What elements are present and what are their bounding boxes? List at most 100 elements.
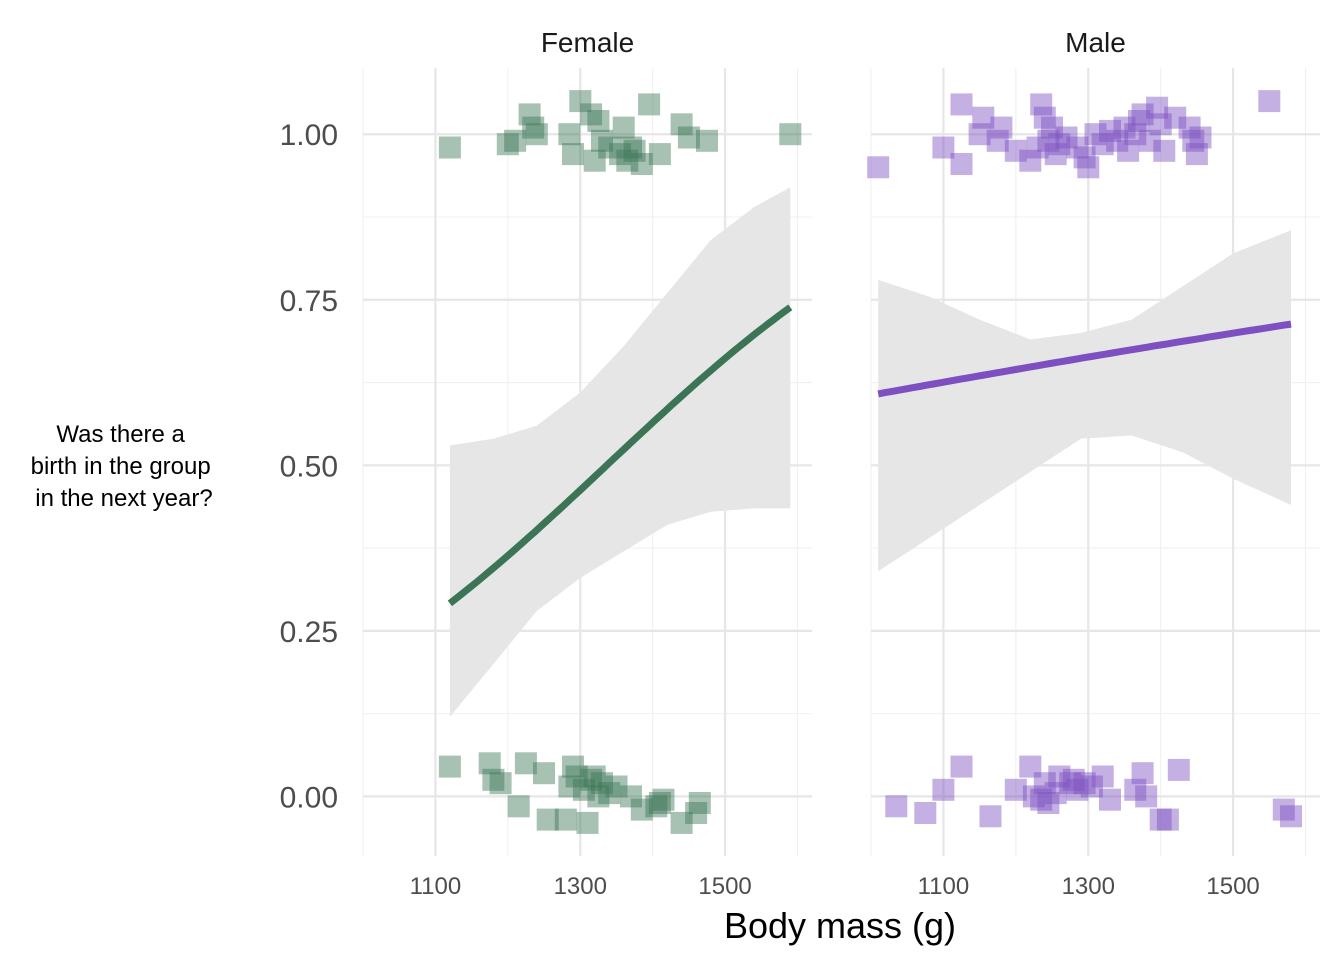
data-point	[670, 113, 693, 136]
data-point	[1066, 778, 1089, 801]
y-tick-label: 1.00	[280, 119, 338, 152]
data-point	[438, 755, 461, 778]
y-axis-label-line: birth in the group	[31, 453, 211, 480]
data-point	[1149, 808, 1172, 831]
data-point	[562, 755, 584, 778]
data-point	[496, 133, 519, 156]
data-point	[612, 116, 635, 139]
data-point	[1033, 106, 1056, 129]
data-point	[1004, 139, 1027, 162]
data-point	[533, 762, 555, 785]
x-tick-label: 1300	[1062, 873, 1115, 900]
data-point	[1272, 798, 1295, 821]
data-point	[1138, 129, 1161, 152]
data-point	[979, 805, 1002, 828]
facet-strip-label: Male	[1065, 27, 1126, 58]
data-point	[1189, 126, 1212, 149]
data-point	[525, 123, 548, 146]
data-point	[688, 792, 711, 814]
data-point	[638, 93, 661, 116]
data-point	[950, 93, 973, 116]
data-point	[1030, 788, 1053, 811]
data-point	[1066, 136, 1089, 159]
data-point	[605, 775, 628, 798]
data-point	[591, 772, 613, 795]
data-point	[587, 785, 610, 808]
data-point	[1041, 116, 1063, 139]
x-axis-label: Body mass (g)	[724, 905, 956, 946]
data-point	[1048, 765, 1071, 788]
data-point	[1106, 129, 1129, 152]
data-point	[1073, 772, 1096, 795]
fit-line-layer	[447, 304, 1292, 607]
data-point	[583, 765, 606, 788]
data-point	[1019, 149, 1042, 172]
data-point	[1059, 772, 1082, 795]
data-point	[1077, 156, 1100, 179]
data-point	[1178, 116, 1201, 139]
data-point	[1026, 136, 1049, 159]
data-point	[591, 129, 613, 152]
data-point	[1113, 116, 1136, 139]
data-point	[1131, 103, 1154, 126]
data-point	[1149, 113, 1172, 136]
data-point	[1022, 785, 1045, 808]
data-point	[620, 136, 642, 159]
x-tick-label: 1100	[410, 873, 462, 900]
data-point	[932, 778, 955, 801]
confidence-band-layer	[449, 187, 1291, 717]
data-point	[1153, 139, 1176, 162]
data-point	[580, 768, 603, 791]
data-point	[558, 123, 581, 146]
data-point	[685, 802, 708, 824]
data-point	[580, 103, 603, 126]
data-point	[630, 798, 653, 821]
y-tick-label: 0.75	[280, 285, 338, 318]
data-point	[1099, 119, 1121, 142]
data-point	[616, 149, 639, 172]
data-point	[1167, 758, 1190, 781]
data-point	[569, 90, 592, 113]
data-point	[583, 149, 606, 172]
data-point	[1048, 133, 1071, 156]
data-point	[1073, 146, 1096, 169]
x-tick-label: 1100	[918, 873, 970, 900]
data-point	[572, 778, 595, 801]
data-point	[1280, 805, 1302, 828]
data-point	[1135, 785, 1158, 808]
x-tick-label: 1500	[698, 873, 751, 900]
data-point	[536, 808, 559, 831]
data-point	[478, 752, 501, 775]
data-point	[630, 153, 653, 175]
points-layer	[438, 90, 1302, 834]
data-point	[1131, 762, 1154, 785]
data-point	[1156, 808, 1179, 831]
y-axis-label-line: Was there a	[56, 421, 185, 448]
y-tick-label: 0.00	[280, 781, 338, 814]
data-point	[1033, 772, 1056, 795]
data-point	[562, 143, 584, 166]
data-point	[677, 126, 700, 149]
data-point	[1164, 106, 1187, 129]
data-point	[504, 129, 527, 152]
data-point	[565, 765, 588, 788]
data-point	[514, 752, 537, 775]
data-point	[1146, 96, 1169, 119]
data-point	[558, 775, 581, 798]
data-point	[489, 772, 512, 795]
data-point	[1080, 775, 1103, 798]
data-point	[968, 123, 991, 146]
data-point	[1044, 143, 1067, 166]
data-point	[620, 785, 642, 808]
data-point	[1062, 768, 1085, 791]
data-point	[1099, 788, 1121, 811]
data-point	[1124, 123, 1147, 146]
x-tick-label: 1300	[554, 873, 607, 900]
data-point	[576, 811, 599, 834]
data-point	[867, 156, 890, 179]
data-point	[609, 143, 632, 166]
data-point	[990, 116, 1013, 139]
data-point	[1030, 93, 1053, 116]
